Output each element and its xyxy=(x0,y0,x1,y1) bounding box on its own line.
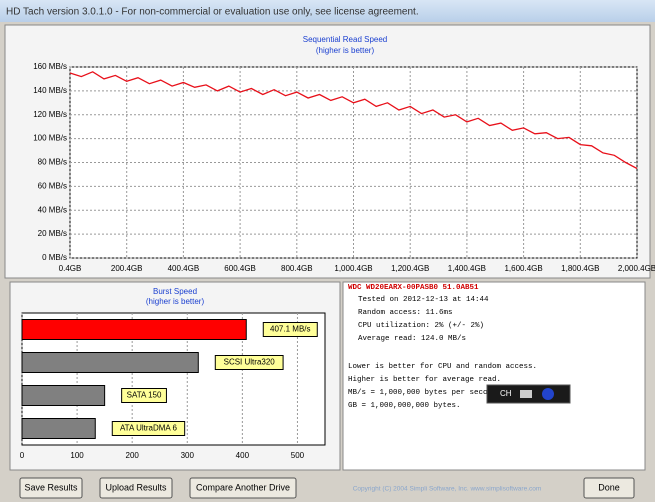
bar xyxy=(21,352,199,373)
bar xyxy=(21,418,96,439)
info-note: GB = 1,000,000,000 bytes. xyxy=(348,402,461,410)
info-note: Lower is better for CPU and random acces… xyxy=(348,363,537,371)
help-icon[interactable] xyxy=(542,388,554,400)
chart-title: Sequential Read Speed xyxy=(303,35,388,44)
y-tick-label: 160 MB/s xyxy=(33,62,67,71)
x-tick-label: 200.4GB xyxy=(111,264,143,273)
toolbar-text: CH xyxy=(500,389,512,398)
button-label[interactable]: Compare Another Drive xyxy=(196,482,290,492)
x-tick-label: 100 xyxy=(70,451,84,460)
info-line: CPU utilization: 2% (+/- 2%) xyxy=(358,322,484,330)
button[interactable] xyxy=(99,477,173,499)
x-tick-label: 1,200.4GB xyxy=(391,264,429,273)
button[interactable] xyxy=(583,477,635,499)
x-tick-label: 600.4GB xyxy=(224,264,256,273)
x-tick-label: 800.4GB xyxy=(281,264,313,273)
button-label[interactable]: Upload Results xyxy=(105,482,167,492)
button[interactable] xyxy=(19,477,83,499)
bar xyxy=(21,319,247,340)
y-tick-label: 20 MB/s xyxy=(38,229,67,238)
info-line: Average read: 124.0 MB/s xyxy=(358,335,466,343)
x-tick-label: 200 xyxy=(126,451,140,460)
title-bar xyxy=(0,0,655,22)
x-tick-label: 1,600.4GB xyxy=(504,264,542,273)
chart-title: Burst Speed xyxy=(153,287,197,296)
read-line xyxy=(69,71,638,170)
x-tick-label: 400.4GB xyxy=(168,264,200,273)
x-tick-label: 500 xyxy=(291,451,305,460)
info-line: Random access: 11.6ms xyxy=(358,309,453,317)
bar-label: 407.1 MB/s xyxy=(270,325,310,334)
x-tick-label: 400 xyxy=(236,451,250,460)
chart-subtitle: (higher is better) xyxy=(146,297,205,306)
y-tick-label: 40 MB/s xyxy=(38,205,67,214)
label-box xyxy=(214,355,284,370)
x-tick-label: 300 xyxy=(181,451,195,460)
y-tick-label: 100 MB/s xyxy=(33,134,67,143)
x-tick-label: 0.4GB xyxy=(59,264,82,273)
y-tick-label: 0 MB/s xyxy=(42,253,67,262)
button-label[interactable]: Save Results xyxy=(24,482,78,492)
bar-label: SCSI Ultra320 xyxy=(224,358,276,367)
button[interactable] xyxy=(189,477,297,499)
label-box xyxy=(262,322,318,337)
y-tick-label: 140 MB/s xyxy=(33,86,67,95)
info-panel xyxy=(342,281,646,471)
button-label[interactable]: Done xyxy=(598,482,620,492)
bar-label: ATA UltraDMA 6 xyxy=(120,424,178,433)
y-tick-label: 80 MB/s xyxy=(38,158,67,167)
info-note: Higher is better for average read. xyxy=(348,376,501,384)
x-tick-label: 2,000.4GB xyxy=(618,264,655,273)
y-tick-label: 60 MB/s xyxy=(38,181,67,190)
drive-name: WDC WD20EARX-00PASB0 51.0AB51 xyxy=(348,284,479,292)
x-tick-label: 1,400.4GB xyxy=(448,264,486,273)
y-tick-label: 120 MB/s xyxy=(33,110,67,119)
info-note: MB/s = 1,000,000 bytes per second. xyxy=(348,389,501,397)
window-title: HD Tach version 3.0.1.0 - For non-commer… xyxy=(6,7,419,18)
label-box xyxy=(121,388,167,403)
bar xyxy=(21,385,106,406)
label-box xyxy=(111,421,186,436)
toolbar-icon xyxy=(520,390,532,398)
x-tick-label: 1,800.4GB xyxy=(561,264,599,273)
chart-subtitle: (higher is better) xyxy=(316,46,375,55)
bar-label: SATA 150 xyxy=(127,391,162,400)
x-tick-label: 1,000.4GB xyxy=(334,264,372,273)
copyright: Copyright (C) 2004 Simpli Software, Inc.… xyxy=(353,486,542,493)
x-tick-label: 0 xyxy=(20,451,25,460)
info-line: Tested on 2012-12-13 at 14:44 xyxy=(358,296,489,304)
